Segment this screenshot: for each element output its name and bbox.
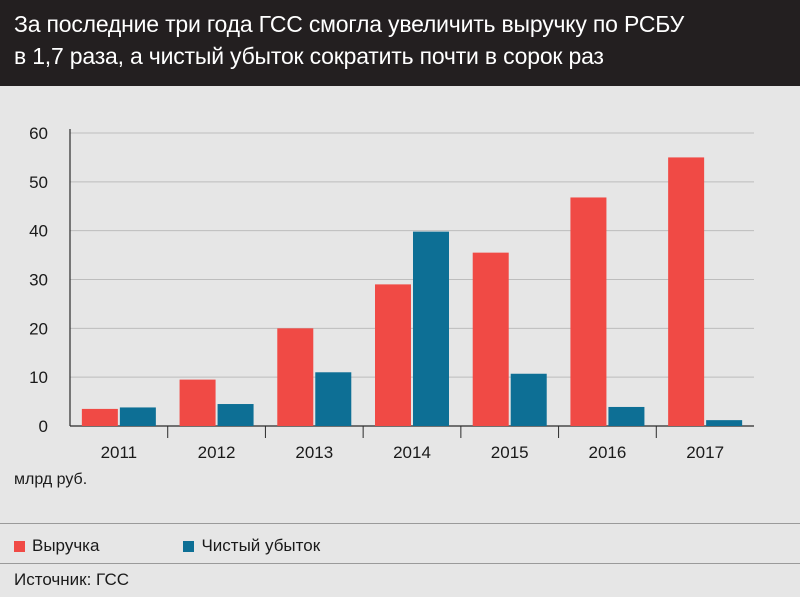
x-tick-label-2012: 2012 xyxy=(198,443,236,462)
x-tick-label-2013: 2013 xyxy=(295,443,333,462)
title-line-1: За последние три года ГСС смогла увеличи… xyxy=(14,11,685,37)
y-tick-label-50: 50 xyxy=(29,173,48,192)
x-tick-label-2015: 2015 xyxy=(491,443,529,462)
x-tick-label-2017: 2017 xyxy=(686,443,724,462)
divider-bottom xyxy=(0,563,800,564)
chart-header: За последние три года ГСС смогла увеличи… xyxy=(0,0,800,86)
y-tick-label-40: 40 xyxy=(29,222,48,241)
legend-swatch-net-loss xyxy=(183,540,195,552)
bar-net-loss-2014 xyxy=(413,231,449,426)
bar-revenue-2011 xyxy=(81,408,118,426)
bar-net-loss-2016 xyxy=(608,406,645,426)
y-tick-label-30: 30 xyxy=(29,271,48,290)
bar-net-loss-2017 xyxy=(706,420,743,426)
bar-revenue-2012 xyxy=(179,379,216,426)
y-tick-label-60: 60 xyxy=(29,124,48,143)
title-line-2: в 1,7 раза, а чистый убыток сократить по… xyxy=(14,43,604,69)
bar-revenue-2017 xyxy=(668,157,705,426)
x-tick-label-2014: 2014 xyxy=(393,443,431,462)
bar-net-loss-2013 xyxy=(315,372,352,426)
legend-item-revenue: Выручка xyxy=(14,536,99,556)
y-tick-label-20: 20 xyxy=(29,319,48,338)
x-tick-label-2011: 2011 xyxy=(101,443,138,462)
bar-revenue-2013 xyxy=(277,328,314,426)
legend: Выручка Чистый убыток xyxy=(14,535,404,557)
bar-chart: 0 10 20 30 40 50 60 2011 2012 2013 2014 2015 2016 201… xyxy=(29,124,754,462)
bar-net-loss-2012 xyxy=(217,404,254,426)
bar-revenue-2015 xyxy=(472,252,509,426)
y-tick-label-0: 0 xyxy=(39,417,48,436)
y-tick-label-10: 10 xyxy=(29,368,48,387)
source-note: Источник: ГСС xyxy=(14,570,130,589)
bar-net-loss-2015 xyxy=(510,373,547,426)
divider-top xyxy=(0,523,800,524)
legend-item-net-loss: Чистый убыток xyxy=(183,536,320,556)
bar-net-loss-2011 xyxy=(119,407,156,426)
x-tick-label-2016: 2016 xyxy=(589,443,627,462)
legend-label-revenue: Выручка xyxy=(32,536,100,555)
chart-area: 0 10 20 30 40 50 60 2011 2012 2013 2014 2015 2016 201… xyxy=(0,86,800,526)
bar-revenue-2016 xyxy=(570,197,607,426)
legend-swatch-revenue xyxy=(14,540,25,552)
y-axis-unit-label: млрд руб. xyxy=(14,471,88,488)
bar-revenue-2014 xyxy=(375,284,411,426)
legend-label-net-loss: Чистый убыток xyxy=(201,536,321,555)
